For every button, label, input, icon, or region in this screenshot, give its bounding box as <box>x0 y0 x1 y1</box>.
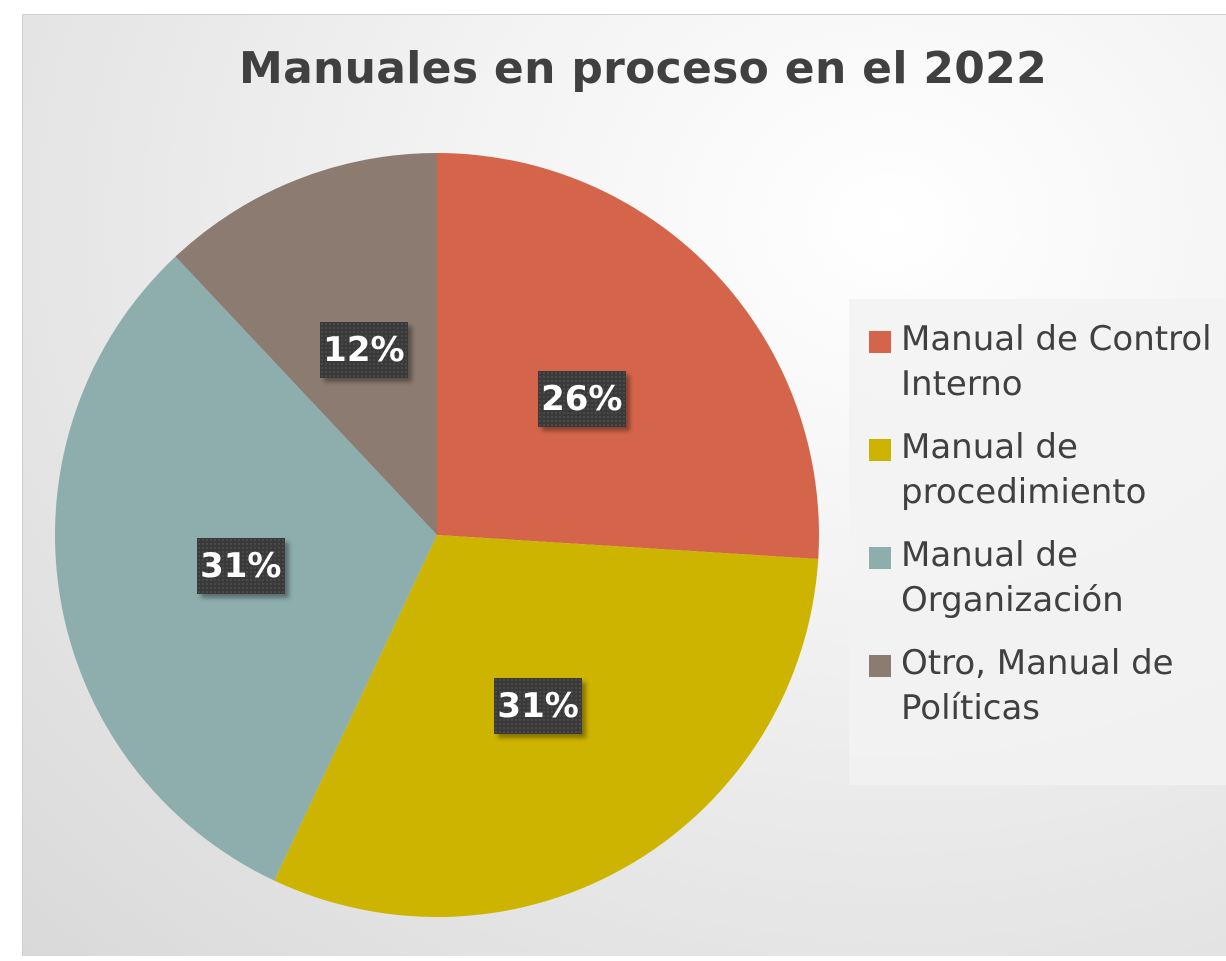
legend-swatch <box>869 439 891 461</box>
legend-label: Manual de procedimiento <box>901 427 1147 512</box>
data-label-3: 31% <box>196 538 285 595</box>
legend-label: Manual de Control Interno <box>901 319 1212 404</box>
chart-area: Manuales en proceso en el 2022 26% 31% 31%… <box>22 14 1226 956</box>
legend-label: Manual de Organización <box>901 535 1124 620</box>
chart-title: Manuales en proceso en el 2022 <box>238 43 1047 94</box>
legend-swatch <box>869 547 891 569</box>
legend-swatch <box>869 331 891 353</box>
legend-swatch <box>869 655 891 677</box>
pie-slice-4 <box>175 153 438 535</box>
data-label-4: 12% <box>319 322 408 379</box>
data-label-2: 31% <box>494 677 583 734</box>
pie-slice-1 <box>437 153 819 559</box>
legend: Manual de Control Interno Manual de proce… <box>849 299 1226 785</box>
legend-label: Otro, Manual de Políticas <box>901 643 1174 728</box>
data-label-1: 26% <box>537 371 626 428</box>
